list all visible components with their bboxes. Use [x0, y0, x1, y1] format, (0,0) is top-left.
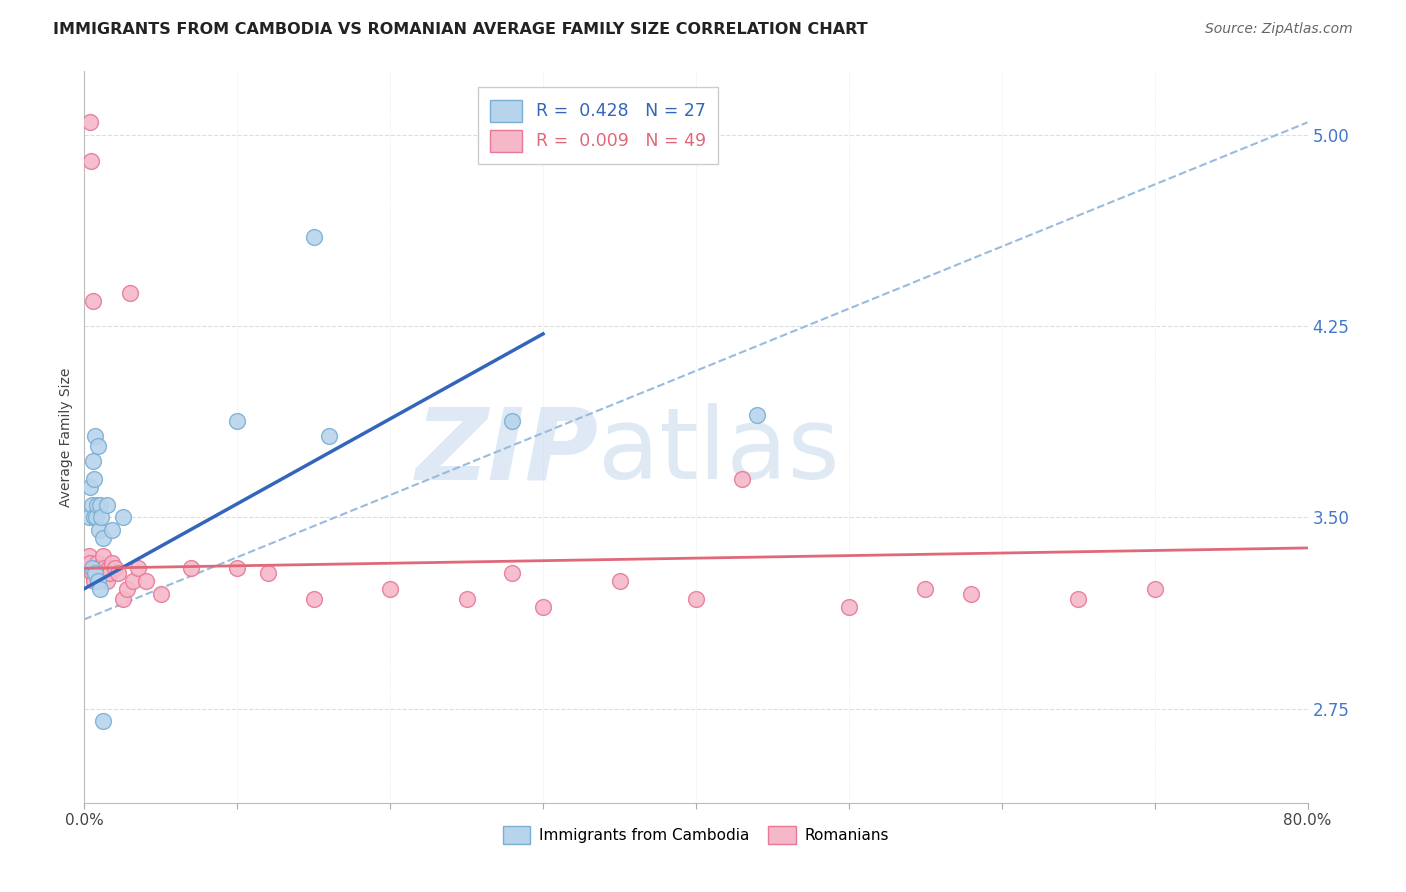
Point: [127, 561, 149, 575]
Point: [96, 574, 118, 588]
Point: [135, 574, 157, 588]
Point: [79, 480, 101, 494]
Point: [79, 556, 101, 570]
Legend: Immigrants from Cambodia, Romanians: Immigrants from Cambodia, Romanians: [496, 820, 896, 850]
Point: [80, 498, 103, 512]
Point: [531, 599, 554, 614]
Point: [89, 561, 111, 575]
Text: atlas: atlas: [598, 403, 839, 500]
Point: [838, 599, 860, 614]
Point: [91, 549, 114, 563]
Point: [76, 561, 98, 575]
Point: [83, 472, 105, 486]
Point: [87, 523, 110, 537]
Point: [94, 566, 117, 581]
Point: [82, 454, 104, 468]
Point: [149, 587, 172, 601]
Point: [502, 413, 524, 427]
Point: [226, 561, 249, 575]
Point: [96, 498, 118, 512]
Point: [104, 561, 127, 575]
Point: [89, 498, 111, 512]
Point: [80, 566, 103, 581]
Point: [77, 510, 100, 524]
Point: [84, 566, 107, 581]
Point: [87, 566, 110, 581]
Point: [77, 549, 100, 563]
Point: [86, 498, 108, 512]
Point: [731, 472, 754, 486]
Point: [80, 153, 103, 168]
Point: [82, 293, 104, 308]
Point: [83, 510, 105, 524]
Point: [685, 591, 707, 606]
Point: [1143, 582, 1166, 596]
Point: [111, 591, 134, 606]
Point: [80, 561, 103, 575]
Text: ZIP: ZIP: [415, 403, 598, 500]
Point: [502, 566, 524, 581]
Point: [91, 531, 114, 545]
Point: [960, 587, 983, 601]
Point: [83, 561, 105, 575]
Point: [302, 591, 325, 606]
Point: [87, 574, 110, 588]
Point: [180, 561, 202, 575]
Point: [91, 714, 114, 729]
Text: IMMIGRANTS FROM CAMBODIA VS ROMANIAN AVERAGE FAMILY SIZE CORRELATION CHART: IMMIGRANTS FROM CAMBODIA VS ROMANIAN AVE…: [53, 22, 868, 37]
Point: [97, 561, 120, 575]
Point: [318, 429, 340, 443]
Point: [98, 566, 121, 581]
Point: [84, 510, 107, 524]
Point: [90, 566, 112, 581]
Point: [122, 574, 145, 588]
Text: Source: ZipAtlas.com: Source: ZipAtlas.com: [1205, 22, 1353, 37]
Point: [1067, 591, 1090, 606]
Point: [93, 561, 115, 575]
Point: [89, 582, 111, 596]
Point: [87, 439, 110, 453]
Point: [86, 556, 108, 570]
Point: [302, 230, 325, 244]
Point: [747, 409, 769, 423]
Point: [84, 561, 107, 575]
Point: [120, 286, 142, 301]
Y-axis label: Average Family Size: Average Family Size: [59, 368, 73, 507]
Point: [101, 523, 124, 537]
Point: [83, 574, 105, 588]
Point: [87, 574, 110, 588]
Point: [79, 115, 101, 129]
Point: [914, 582, 936, 596]
Point: [90, 510, 112, 524]
Point: [456, 591, 478, 606]
Point: [111, 510, 134, 524]
Point: [257, 566, 280, 581]
Point: [609, 574, 631, 588]
Point: [101, 556, 124, 570]
Point: [115, 582, 138, 596]
Point: [107, 566, 129, 581]
Point: [84, 429, 107, 443]
Point: [84, 566, 107, 581]
Point: [226, 413, 249, 427]
Point: [86, 561, 108, 575]
Point: [380, 582, 402, 596]
